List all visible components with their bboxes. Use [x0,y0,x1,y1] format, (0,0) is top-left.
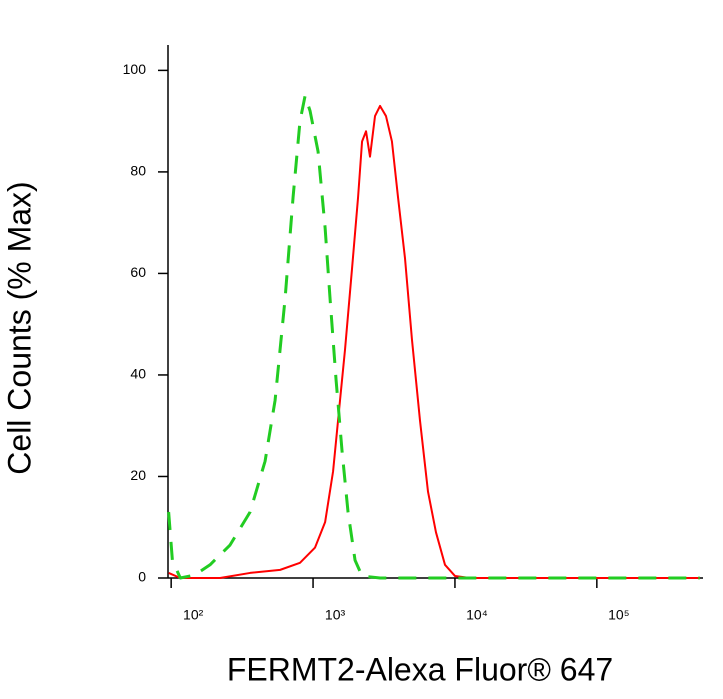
x-axis-title: FERMT2-Alexa Fluor® 647 [227,651,613,687]
line [167,94,700,580]
y-tick-label: 60 [130,264,146,280]
y-tick-label: 40 [130,366,146,382]
y-tick-label: 80 [130,163,146,179]
y-axis-title: Cell Counts (% Max) [1,181,37,474]
x-tick-label: 10³ [325,607,346,623]
y-tick-label: 20 [130,467,146,483]
y-tick-label: 0 [138,569,146,585]
x-tick-label: 10⁵ [608,607,629,623]
x-tick-label: 10⁴ [466,607,488,623]
line [168,104,700,579]
y-tick-label: 100 [123,61,147,77]
x-tick-label: 10² [183,607,204,623]
